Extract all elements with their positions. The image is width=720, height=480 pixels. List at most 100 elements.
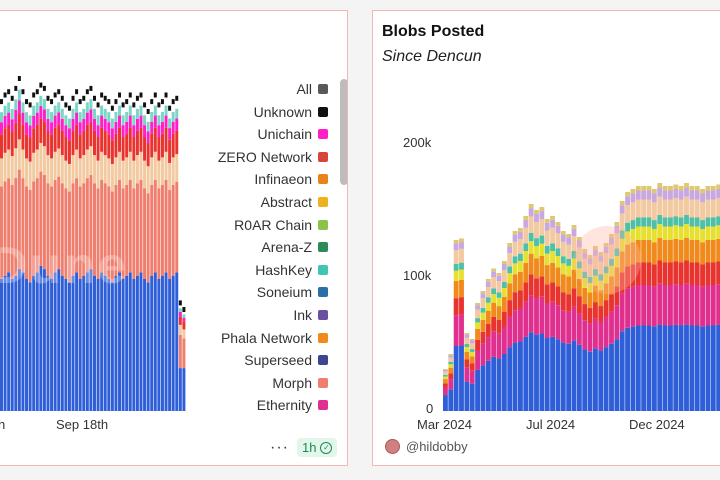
bar-segment xyxy=(75,102,79,113)
legend-item[interactable]: Ink xyxy=(293,307,328,323)
legend-item[interactable]: Phala Network xyxy=(221,330,328,346)
bar-segment xyxy=(107,158,111,187)
bar-segment xyxy=(684,324,689,411)
legend-label: Soneium xyxy=(256,284,312,301)
bar-segment xyxy=(641,190,647,200)
bar-segment xyxy=(501,312,507,327)
bar-segment xyxy=(582,252,588,259)
bar-segment xyxy=(57,102,61,113)
bar-segment xyxy=(710,190,716,200)
bar-segment xyxy=(448,389,454,411)
bar-segment xyxy=(571,306,577,341)
bar-segment xyxy=(571,340,577,411)
bar-segment xyxy=(560,256,566,264)
refresh-interval-badge[interactable]: 1h ✓ xyxy=(296,438,338,457)
bar-segment xyxy=(544,219,550,223)
bar-segment xyxy=(89,121,93,147)
bar-segment xyxy=(625,244,630,267)
bar-segment xyxy=(107,99,111,105)
bar-segment xyxy=(67,282,71,411)
bar-segment xyxy=(539,235,545,244)
bar-segment xyxy=(67,118,71,129)
legend-item[interactable]: Morph xyxy=(272,375,328,391)
legend-scrollbar[interactable] xyxy=(340,79,347,185)
bar-segment xyxy=(10,184,14,279)
legend-item[interactable]: All xyxy=(296,81,328,97)
bar-segment xyxy=(593,302,598,319)
bar-segment xyxy=(443,376,448,380)
bar-segment xyxy=(89,146,93,175)
bar-segment xyxy=(110,140,114,164)
bar-segment xyxy=(114,99,118,105)
bar-segment xyxy=(710,226,716,240)
bar-segment xyxy=(560,241,566,257)
legend-item[interactable]: R0AR Chain xyxy=(234,217,328,233)
legend-item[interactable]: Unknown xyxy=(254,104,328,120)
bar-segment xyxy=(630,202,636,221)
bar-segment xyxy=(178,324,182,335)
bar-segment xyxy=(75,178,79,273)
bar-segment xyxy=(641,285,647,326)
y-tick-label-0: 0 xyxy=(426,401,434,416)
author-credit[interactable]: @hildobby xyxy=(385,439,468,454)
bar-segment xyxy=(555,225,561,234)
bar-segment xyxy=(93,108,96,119)
bar-segment xyxy=(550,219,555,228)
legend-item[interactable]: Ethernity xyxy=(257,397,328,413)
bar-segment xyxy=(512,263,518,275)
bar-segment xyxy=(560,342,566,411)
bar-segment xyxy=(710,262,716,285)
bar-segment xyxy=(143,279,147,411)
bar-segment xyxy=(603,253,609,267)
bar-segment xyxy=(453,250,459,264)
bar-segment xyxy=(619,251,625,273)
legend-item[interactable]: Unichain xyxy=(258,126,328,142)
bar-segment xyxy=(593,269,598,276)
bar-segment xyxy=(103,155,107,184)
bar-segment xyxy=(657,187,663,197)
bar-segment xyxy=(469,340,475,344)
bar-segment xyxy=(114,184,118,276)
bar-segment xyxy=(50,279,54,411)
bar-segment xyxy=(614,267,620,287)
legend-item[interactable]: Abstract xyxy=(261,194,328,210)
legend-item[interactable]: ZERO Network xyxy=(218,149,328,165)
legend-swatch-icon xyxy=(318,106,328,117)
bar-segment xyxy=(171,133,175,158)
bar-segment xyxy=(64,115,68,126)
bar-segment xyxy=(518,271,523,291)
bar-segment xyxy=(694,186,700,191)
bar-segment xyxy=(443,379,448,384)
bar-segment xyxy=(491,302,497,317)
legend-item[interactable]: Infinaeon xyxy=(254,171,328,187)
bar-segment xyxy=(78,122,82,135)
bar-segment xyxy=(143,188,147,279)
bar-segment xyxy=(694,325,700,411)
bar-segment xyxy=(121,102,125,108)
legend-item[interactable]: Superseed xyxy=(244,352,328,368)
legend-swatch-icon xyxy=(318,197,328,207)
bar-segment xyxy=(10,156,14,185)
bar-segment xyxy=(528,295,534,333)
bar-segment xyxy=(571,251,577,259)
bar-segment xyxy=(21,272,25,411)
bar-segment xyxy=(50,112,54,123)
legend-item[interactable]: HashKey xyxy=(255,262,328,278)
bar-segment xyxy=(566,294,572,312)
more-options-button[interactable]: ··· xyxy=(270,438,289,456)
bar-segment xyxy=(550,301,555,337)
bar-segment xyxy=(17,139,21,170)
legend-item[interactable]: Soneium xyxy=(257,284,328,300)
bar-segment xyxy=(651,228,657,243)
legend-item[interactable]: Arena-Z xyxy=(261,239,328,255)
bar-segment xyxy=(689,240,695,263)
bar-segment xyxy=(157,102,161,108)
bar-segment xyxy=(50,134,54,159)
bar-segment xyxy=(453,270,459,282)
bar-segment xyxy=(39,265,43,411)
legend-swatch-icon xyxy=(318,219,328,230)
bar-segment xyxy=(587,308,593,324)
bar-segment xyxy=(42,99,46,110)
bar-segment xyxy=(14,122,18,149)
bar-segment xyxy=(464,381,470,411)
